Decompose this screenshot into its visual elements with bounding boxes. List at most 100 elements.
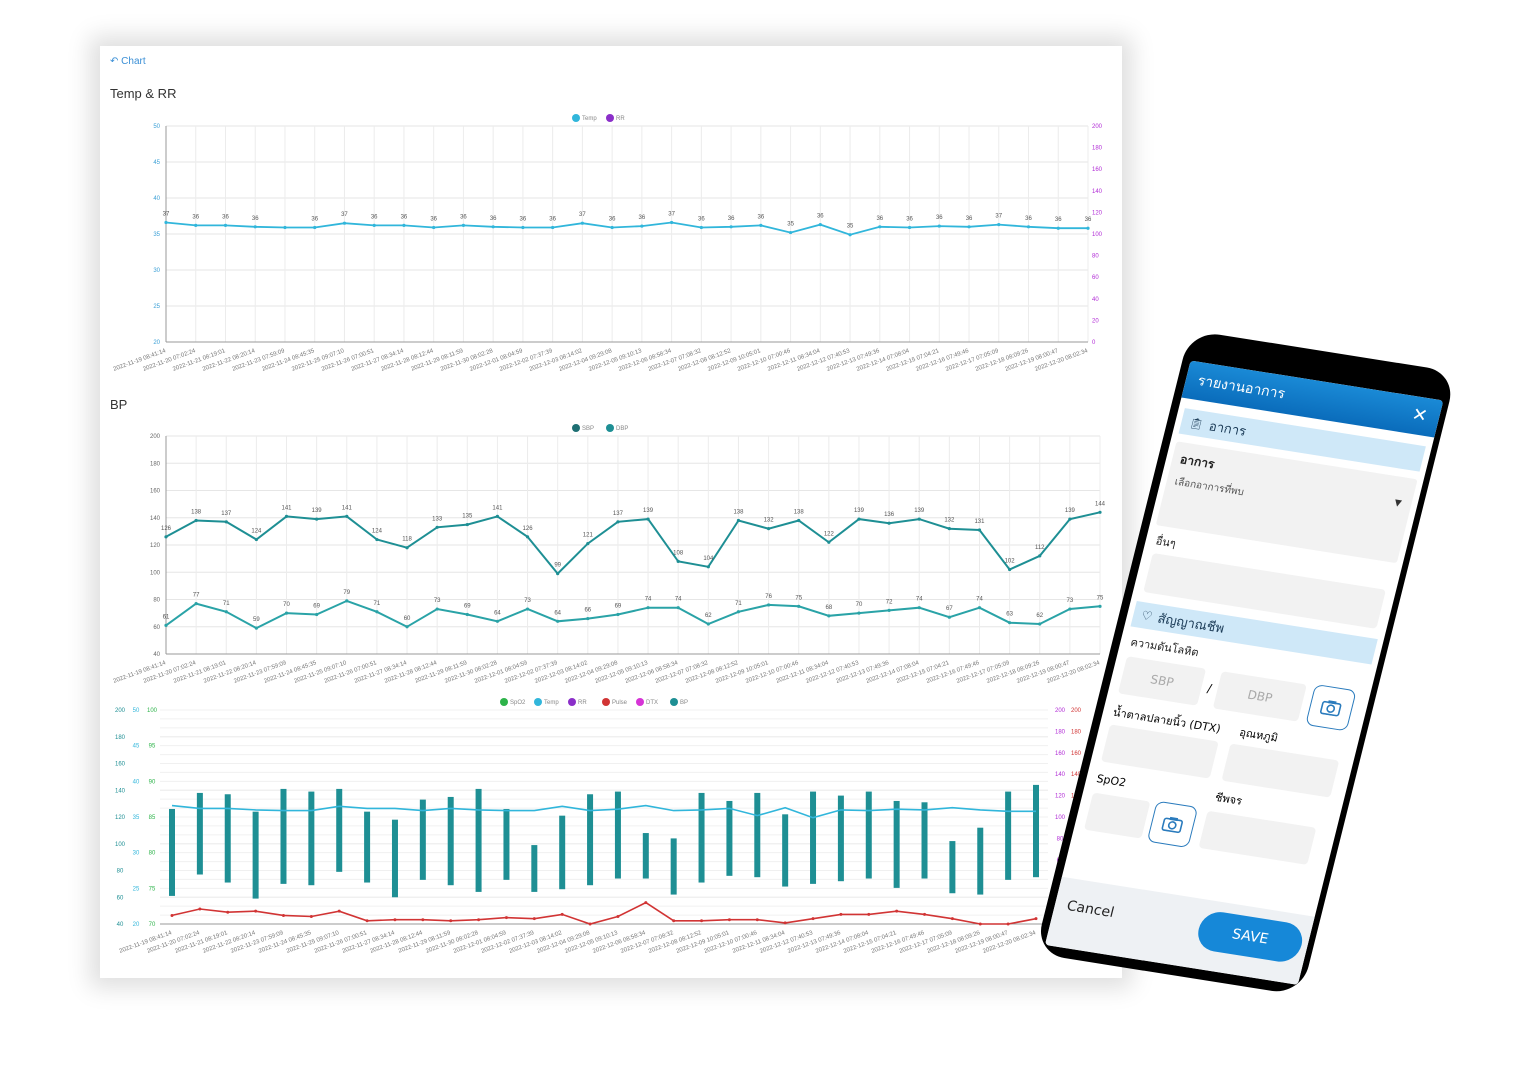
sbp-point: [1038, 554, 1042, 558]
y-tick-left-2: 95: [149, 744, 156, 750]
pulse-point: [309, 915, 313, 919]
y-tick-left-2: 75: [149, 886, 156, 892]
sbp-data-label: 139: [643, 508, 654, 514]
form-title: รายงานอาการ: [1195, 373, 1287, 403]
temp-data-label: 36: [906, 217, 913, 223]
temp-point: [699, 225, 703, 230]
sbp-data-label: 132: [944, 518, 955, 524]
bp-bar: [949, 841, 956, 894]
dbp-placeholder: DBP: [1245, 687, 1274, 706]
sbp-point: [887, 521, 891, 525]
sbp-point: [405, 546, 409, 550]
dbp-data-label: 64: [554, 610, 561, 616]
pulse-point: [895, 909, 899, 913]
sbp-point: [857, 517, 861, 521]
symptom-report-form: รายงานอาการ ✕ 📋︎ อาการ อาการ เลือกอาการท…: [1044, 360, 1444, 985]
legend-label: RR: [578, 700, 587, 706]
pulse-point: [1034, 917, 1038, 921]
bp-camera-button[interactable]: [1305, 683, 1357, 732]
dbp-data-label: 73: [434, 598, 441, 604]
sbp-point: [1008, 567, 1012, 572]
temp-point: [580, 221, 584, 225]
temp-point: [164, 220, 168, 225]
dbp-data-label: 75: [795, 595, 802, 601]
close-icon[interactable]: ✕: [1409, 404, 1430, 427]
pulse-point: [811, 917, 815, 921]
temp-point: [729, 225, 733, 229]
pulse-point: [365, 919, 369, 923]
temp-point: [907, 225, 912, 230]
sbp-point: [917, 517, 921, 521]
sbp-data-label: 126: [161, 526, 172, 532]
y-tick-right: 60: [1092, 275, 1099, 281]
temp-point: [461, 223, 466, 227]
sbp-point: [495, 514, 500, 518]
chart-panel: ↶ Chart Temp & RR 20 25 30 35 40 45 50 0 20 40 60 8…: [100, 46, 1122, 978]
legend-label: Temp: [582, 116, 597, 122]
temp-data-label: 35: [787, 222, 794, 228]
y-tick-right-0: 120: [1055, 794, 1066, 800]
legend-marker: [606, 424, 614, 432]
dbp-data-label: 74: [976, 597, 983, 603]
y-tick-left: 140: [150, 516, 161, 522]
legend-marker: [670, 698, 678, 706]
dbp-input[interactable]: DBP: [1212, 671, 1307, 722]
cancel-button[interactable]: Cancel: [1065, 898, 1116, 922]
temp-data-label: 36: [460, 214, 467, 220]
dbp-point: [405, 625, 409, 629]
bp-bar: [754, 792, 761, 878]
dbp-data-label: 70: [856, 602, 863, 608]
y-tick-right-1: 180: [1071, 729, 1082, 735]
bp-bar: [419, 799, 426, 880]
dbp-point: [465, 612, 469, 617]
dbp-data-label: 73: [1067, 598, 1074, 604]
sbp-point: [315, 517, 319, 521]
sbp-point: [254, 537, 258, 542]
dbp-data-label: 69: [313, 603, 320, 609]
pulse-label: ชีพจร: [1213, 790, 1244, 808]
dbp-data-label: 71: [223, 601, 230, 607]
dbp-data-label: 59: [253, 617, 260, 623]
y-tick-left-0: 200: [115, 708, 126, 714]
sbp-input[interactable]: SBP: [1117, 656, 1207, 706]
y-tick-left: 30: [153, 268, 160, 274]
dropdown-arrow-icon: ▼: [1393, 498, 1403, 510]
save-button[interactable]: SAVE: [1193, 909, 1307, 965]
temp-point: [223, 223, 228, 227]
pulse-point: [950, 917, 954, 921]
y-tick-left: 80: [153, 598, 160, 604]
bp-bar: [224, 794, 231, 883]
y-tick-left: 50: [153, 124, 160, 130]
dbp-point: [315, 612, 319, 617]
dbp-data-label: 61: [163, 614, 170, 620]
y-tick-right: 80: [1092, 254, 1099, 260]
temp-point: [937, 224, 941, 228]
dbp-point: [164, 623, 168, 627]
breadcrumb-chart[interactable]: ↶ Chart: [110, 56, 146, 67]
dbp-data-label: 73: [524, 598, 531, 604]
bp-bar: [614, 791, 621, 879]
y-tick-left-1: 45: [133, 744, 140, 750]
dbp-point: [1098, 604, 1102, 608]
y-tick-left: 45: [153, 160, 160, 166]
sbp-point: [616, 520, 620, 524]
pulse-point: [644, 901, 648, 905]
spo2-input[interactable]: [1083, 792, 1151, 839]
breadcrumb-label: Chart: [121, 56, 146, 67]
dbp-line: [165, 599, 1101, 630]
y-tick-left-2: 100: [147, 708, 158, 714]
dbp-data-label: 64: [494, 610, 501, 616]
y-tick-left-0: 160: [115, 762, 126, 768]
spo2-camera-button[interactable]: [1146, 800, 1199, 849]
dbp-point: [435, 607, 439, 611]
sbp-point: [586, 542, 590, 546]
dbp-point: [375, 610, 379, 614]
temp-point: [670, 220, 674, 225]
y-tick-left-1: 25: [133, 886, 140, 892]
temp-line: [171, 804, 1036, 819]
y-tick-left: 60: [153, 625, 160, 631]
y-tick-left: 20: [153, 340, 160, 346]
sbp-data-label: 138: [794, 509, 805, 515]
bp-bar: [169, 808, 175, 896]
bp-bar: [670, 838, 677, 895]
